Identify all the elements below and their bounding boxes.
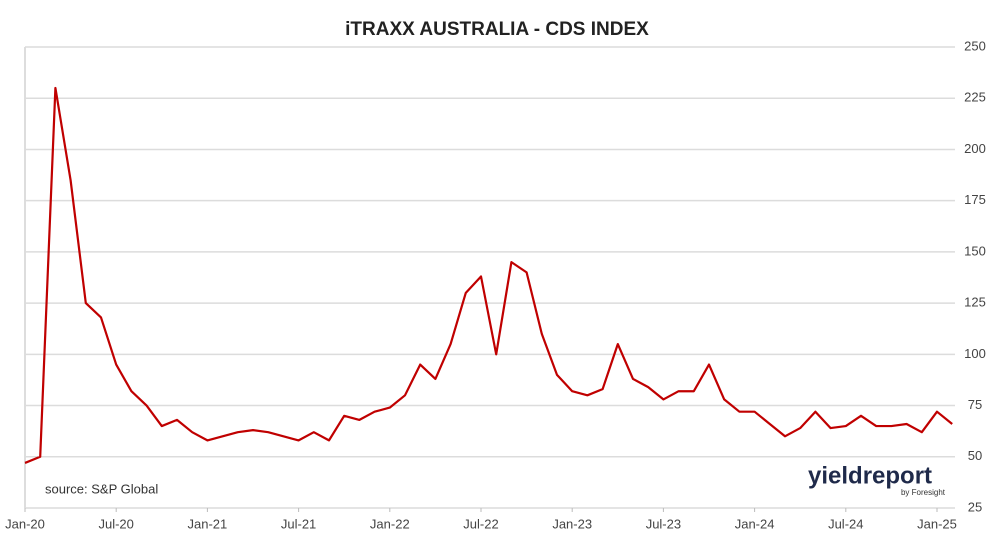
x-tick-label: Jan-21 (188, 516, 228, 531)
y-tick-label: 225 (964, 90, 986, 105)
x-tick-label: Jan-20 (5, 516, 45, 531)
y-tick-label: 75 (968, 397, 982, 412)
chart-title: iTRAXX AUSTRALIA - CDS INDEX (345, 19, 649, 40)
x-tick-label: Jan-22 (370, 516, 410, 531)
x-tick-label: Jul-22 (463, 516, 498, 531)
logo-brand: yieldreport (808, 462, 932, 489)
y-tick-label: 150 (964, 243, 986, 258)
x-tick-label: Jul-21 (281, 516, 316, 531)
y-tick-label: 250 (964, 38, 986, 53)
y-tick-label: 100 (964, 346, 986, 361)
y-tick-label: 175 (964, 192, 986, 207)
x-tick-label: Jan-25 (917, 516, 957, 531)
y-tick-label: 200 (964, 141, 986, 156)
x-tick-label: Jan-23 (552, 516, 592, 531)
source-note: source: S&P Global (45, 481, 158, 496)
data-line (24, 86, 953, 464)
x-tick-label: Jul-24 (828, 516, 863, 531)
y-tick-label: 50 (968, 448, 982, 463)
x-tick-label: Jul-23 (646, 516, 681, 531)
y-tick-label: 125 (964, 295, 986, 310)
x-tick-label: Jul-20 (98, 516, 133, 531)
y-tick-label: 25 (968, 499, 982, 514)
logo-by: by Foresight (901, 488, 946, 497)
x-tick-label: Jan-24 (735, 516, 775, 531)
